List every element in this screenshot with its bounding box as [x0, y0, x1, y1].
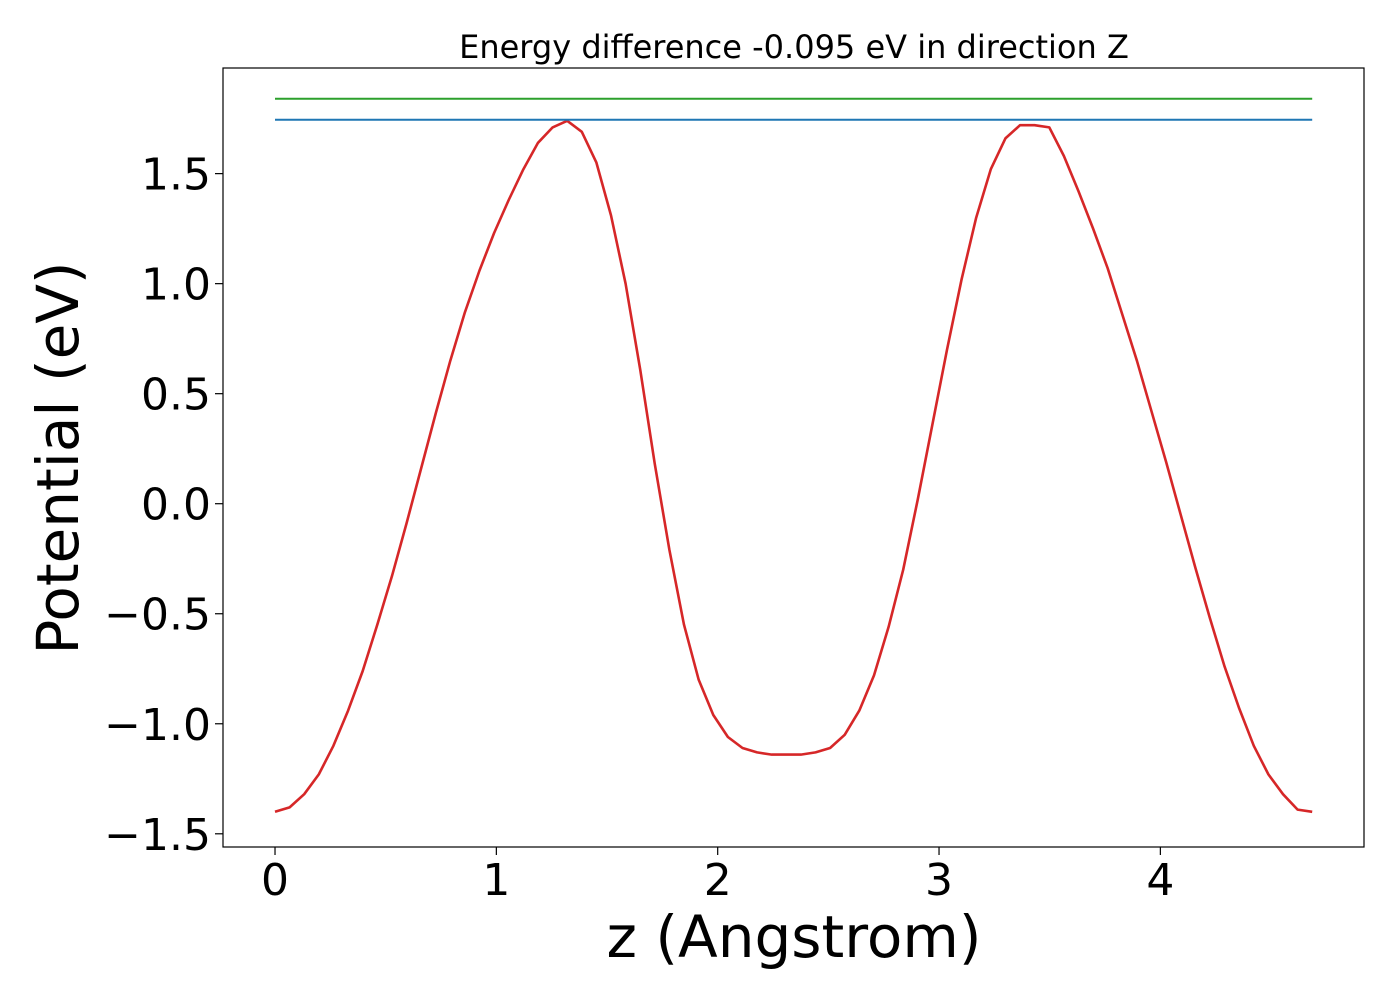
y-tick-label: −1.5 — [104, 810, 211, 861]
x-axis: 0 1 2 3 4 — [261, 847, 1174, 906]
y-tick-label: 1.5 — [141, 150, 211, 201]
chart-title: Energy difference -0.095 eV in direction… — [459, 28, 1129, 66]
series-layer — [274, 97, 1313, 814]
series-line-1 — [274, 119, 1313, 814]
y-axis: −1.5 −1.0 −0.5 0.0 0.5 1.0 1.5 — [104, 150, 223, 861]
y-tick-label: −1.0 — [104, 700, 211, 751]
x-tick-label: 1 — [482, 855, 510, 906]
y-tick-label: 0.5 — [141, 370, 211, 421]
x-tick-label: 0 — [261, 855, 289, 906]
y-axis-label: Potential (eV) — [24, 261, 92, 654]
x-tick-label: 3 — [925, 855, 953, 906]
y-tick-label: 0.0 — [141, 480, 211, 531]
plot-frame — [222, 67, 1365, 848]
y-tick-label: −0.5 — [104, 590, 211, 641]
x-tick-label: 4 — [1146, 855, 1174, 906]
x-axis-label: z (Angstrom) — [607, 903, 982, 971]
y-tick-label: 1.0 — [141, 260, 211, 311]
x-tick-label: 2 — [704, 855, 732, 906]
